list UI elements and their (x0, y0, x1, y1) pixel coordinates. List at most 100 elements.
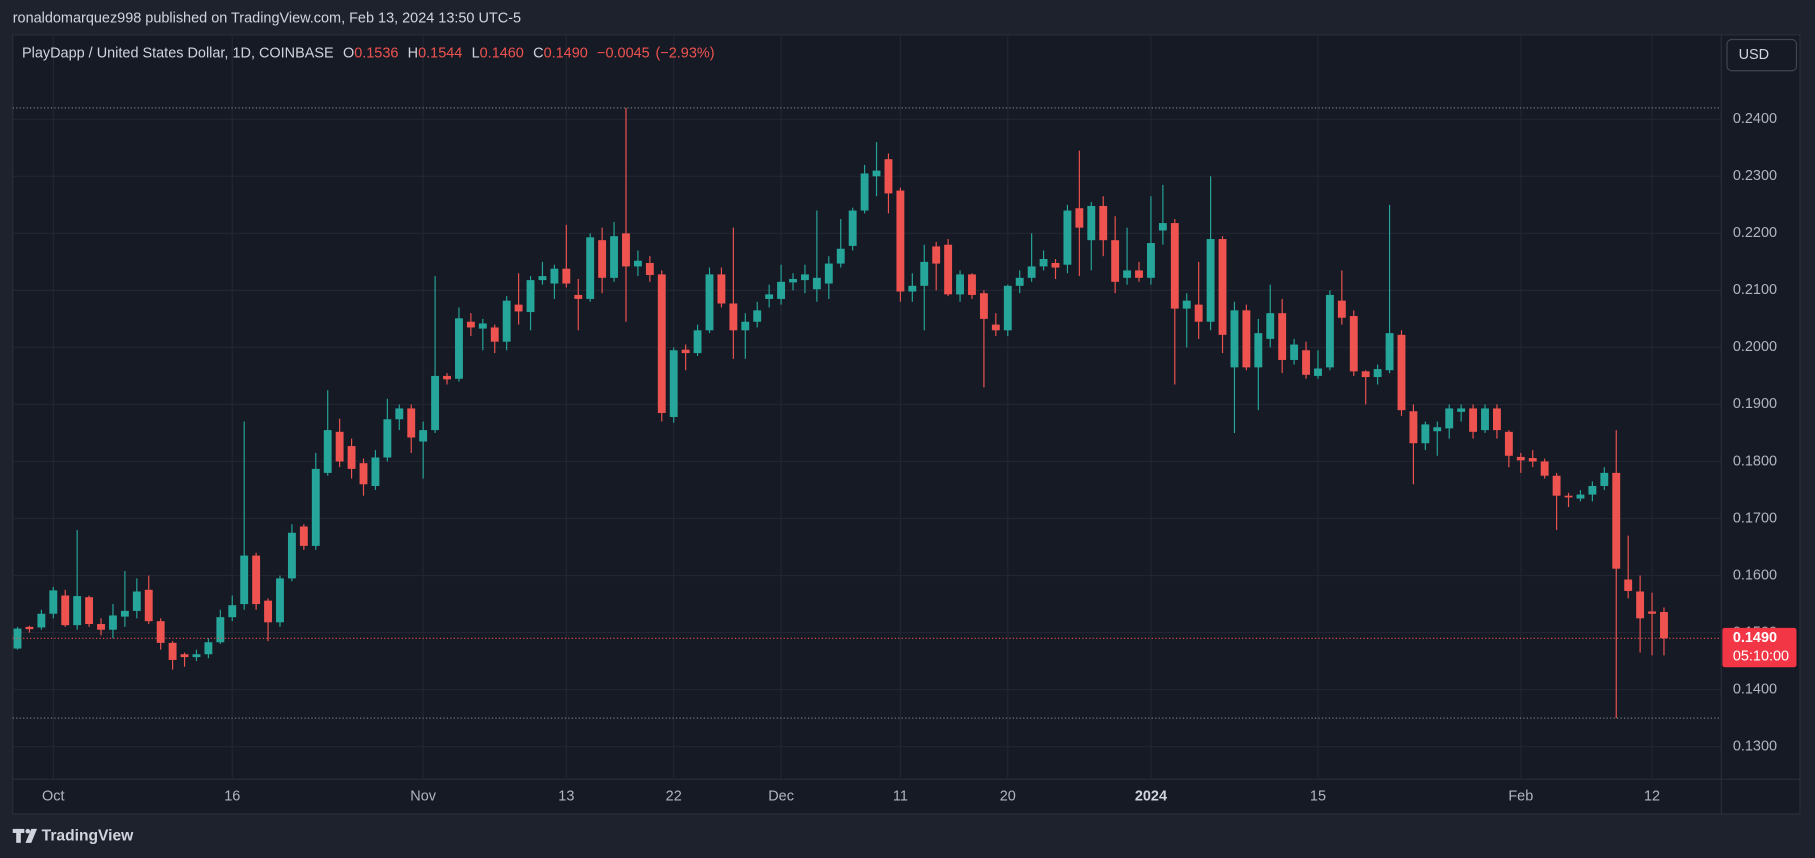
candle-body (1135, 270, 1143, 278)
candle-body (168, 642, 177, 660)
logo-part (25, 828, 31, 834)
candle-body (550, 268, 559, 284)
candle-body (395, 408, 404, 420)
candle-body (562, 268, 571, 284)
candle-body (1660, 612, 1668, 639)
candle-body (502, 300, 511, 342)
candle-body (1254, 333, 1263, 368)
candle-body (526, 280, 535, 313)
logo-part (16, 828, 21, 843)
last-price-label: 0.1490 (1733, 630, 1777, 646)
candle-body (729, 303, 738, 331)
candle-body (443, 375, 451, 380)
y-tick-label: 0.2300 (1733, 168, 1777, 184)
legend-title: PlayDapp / United States Dollar, 1D, COI… (22, 45, 334, 61)
candle-body (1528, 458, 1537, 462)
logo-part (25, 828, 38, 843)
y-tick-label: 0.2000 (1733, 339, 1777, 355)
candle-body (1576, 494, 1585, 499)
candle-body (1588, 485, 1597, 495)
chart-pane (12, 34, 1801, 815)
candle-body (860, 173, 869, 211)
currency-label[interactable]: USD (1739, 47, 1770, 63)
candle-body (1361, 371, 1370, 378)
candle-body (371, 457, 380, 486)
candle-body (13, 628, 22, 649)
candle-body (61, 595, 70, 626)
candle-body (896, 190, 905, 292)
y-tick-label: 0.2400 (1733, 111, 1777, 127)
candle-body (681, 349, 690, 354)
candle-body (717, 274, 726, 304)
candle-body (228, 605, 237, 618)
candle-body (956, 274, 964, 295)
x-tick-label: Dec (768, 788, 794, 804)
legend: PlayDapp / United States Dollar, 1D, COI… (22, 45, 715, 61)
candle-body (1242, 310, 1251, 368)
candle-body (1385, 333, 1394, 371)
publish-header: ronaldomarquez998 published on TradingVi… (13, 10, 521, 26)
candle-body (1182, 300, 1191, 309)
candle-body (610, 236, 618, 278)
candle-body (705, 274, 714, 331)
candle-body (455, 318, 463, 379)
candle-body (991, 324, 1000, 331)
x-tick-label: 11 (893, 788, 908, 804)
candle-body (347, 446, 356, 469)
candle-body (1194, 304, 1203, 322)
candle-body (908, 285, 917, 292)
legend-key: L (472, 45, 480, 61)
x-tick-label: Feb (1508, 788, 1533, 804)
candle-body (645, 262, 654, 275)
candle-body (1648, 611, 1656, 614)
candle-body (944, 244, 953, 295)
candle-body (1051, 262, 1060, 268)
legend-value: 0.1460 (480, 45, 524, 61)
x-tick-label: 12 (1644, 788, 1660, 804)
candle-body (1540, 461, 1549, 476)
candle-body (1206, 239, 1215, 322)
currency-button[interactable] (1726, 38, 1798, 72)
candle-body (407, 408, 416, 438)
candle-body (1493, 408, 1501, 431)
brand-logo (12, 828, 38, 843)
candle-body (848, 210, 857, 246)
candle-body (657, 274, 666, 413)
candle-body (777, 281, 786, 299)
candle-body (574, 294, 583, 299)
candle-body (1433, 427, 1442, 432)
legend-key: O (343, 45, 354, 61)
candle-body (1158, 223, 1167, 231)
candle-body (1397, 334, 1406, 411)
candle-body (156, 621, 165, 643)
candle-body (264, 600, 272, 623)
candle-body (132, 591, 141, 611)
y-tick-label: 0.1800 (1733, 453, 1777, 469)
candle-body (252, 555, 261, 605)
candle-body (741, 321, 750, 331)
y-tick-label: 0.2100 (1733, 282, 1777, 298)
candle-body (1337, 300, 1346, 318)
y-tick-label: 0.2200 (1733, 225, 1777, 241)
candle-body (490, 327, 499, 342)
candle-body (1564, 495, 1573, 498)
candle-body (669, 350, 678, 417)
candle-body (1003, 285, 1012, 331)
candle-body (180, 654, 189, 658)
candle-body (49, 590, 58, 614)
candle-body (1278, 313, 1287, 360)
candle-body (1445, 408, 1454, 429)
candle-body (1290, 344, 1299, 360)
candle-body (144, 589, 153, 622)
candle-body (97, 624, 105, 630)
candle-body (1266, 313, 1275, 339)
brand-name: TradingView (42, 828, 135, 845)
candle-body (466, 321, 475, 328)
candle-body (1612, 472, 1621, 569)
candle-body (1027, 266, 1036, 278)
candle-body (872, 170, 881, 177)
candle-body (276, 578, 284, 623)
candle-body (1099, 205, 1108, 241)
candle-body (1063, 210, 1072, 265)
candle-body (109, 615, 117, 630)
